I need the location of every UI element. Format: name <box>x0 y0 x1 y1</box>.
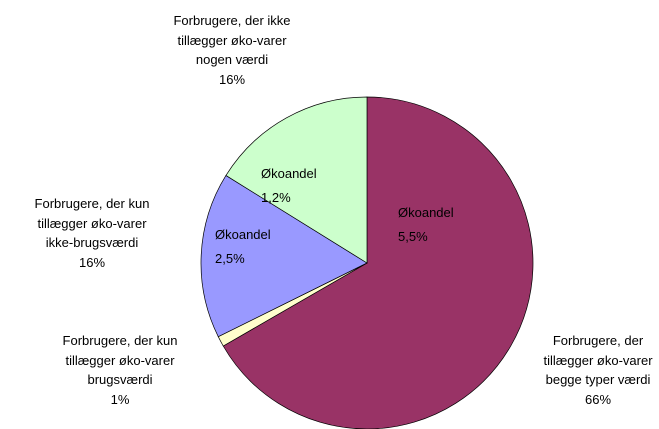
slice-label: Forbrugere, der tillægger øko-varer begg… <box>533 331 659 409</box>
inner-value: 5,5% <box>398 229 428 244</box>
slice-name: Forbrugere, der kun tillægger øko-varer … <box>34 196 150 250</box>
slice-name: Forbrugere, der ikke tillægger øko-varer… <box>173 13 291 67</box>
slice-label: Forbrugere, der kun tillægger øko-varer … <box>55 331 185 409</box>
slice-percent: 16% <box>218 71 246 87</box>
inner-value: 1,2% <box>261 190 291 205</box>
slice-name: Forbrugere, der kun tillægger øko-varer … <box>62 333 178 387</box>
inner-title: Økoandel <box>261 166 317 181</box>
inner-label: Økoandel 1,2% <box>261 162 317 210</box>
inner-label: Økoandel 5,5% <box>398 201 454 249</box>
slice-label: Forbrugere, der kun tillægger øko-varer … <box>22 194 162 272</box>
pie-slice <box>225 96 368 264</box>
slice-percent: 66% <box>584 391 612 407</box>
slice-label: Forbrugere, der ikke tillægger øko-varer… <box>162 11 302 89</box>
slice-percent: 16% <box>78 254 106 270</box>
pie-slice <box>222 96 534 429</box>
inner-label: Økoandel 2,5% <box>215 223 271 271</box>
inner-title: Økoandel <box>215 227 271 242</box>
inner-value: 2,5% <box>215 251 245 266</box>
pie-slice <box>200 174 368 338</box>
slice-percent: 1% <box>110 391 130 407</box>
inner-title: Økoandel <box>398 205 454 220</box>
slice-name: Forbrugere, der tillægger øko-varer begg… <box>543 333 653 387</box>
